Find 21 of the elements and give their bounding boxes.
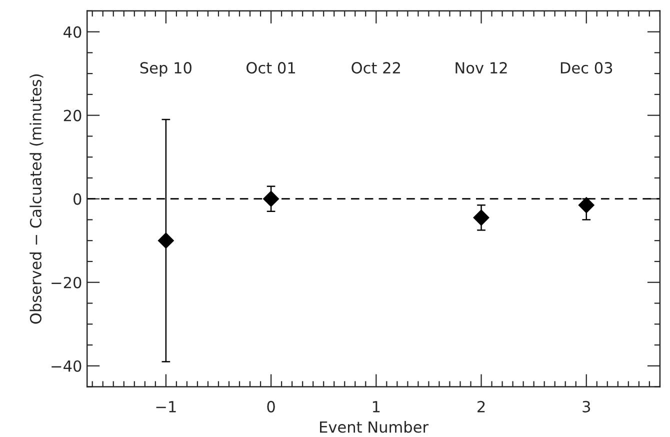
x-tick-label: −1 (156, 401, 176, 412)
annotation: Dec 03 (560, 62, 612, 74)
x-tick-label: 1 (372, 401, 380, 412)
point (473, 209, 490, 226)
x-axis-title: Event Number (320, 420, 429, 433)
annotation: Oct 01 (246, 62, 295, 74)
annotation: Oct 22 (352, 62, 400, 74)
point (262, 190, 280, 208)
annotation: Nov 12 (456, 62, 507, 74)
point (158, 232, 174, 249)
x-tick-label: 2 (478, 400, 485, 412)
y-tick-label: −20 (52, 276, 82, 288)
y-tick-label: −40 (52, 360, 82, 372)
y-tick-label: 40 (64, 26, 82, 38)
y-tick-label: 20 (64, 110, 82, 122)
x-tick-label: 0 (267, 400, 275, 412)
y-axis-title: Observed − Calcuated (minutes) (30, 74, 44, 324)
point (578, 196, 595, 214)
x-tick-label: 3 (582, 400, 590, 412)
y-tick-label: 0 (74, 193, 82, 205)
annotation: Sep 10 (140, 62, 192, 77)
